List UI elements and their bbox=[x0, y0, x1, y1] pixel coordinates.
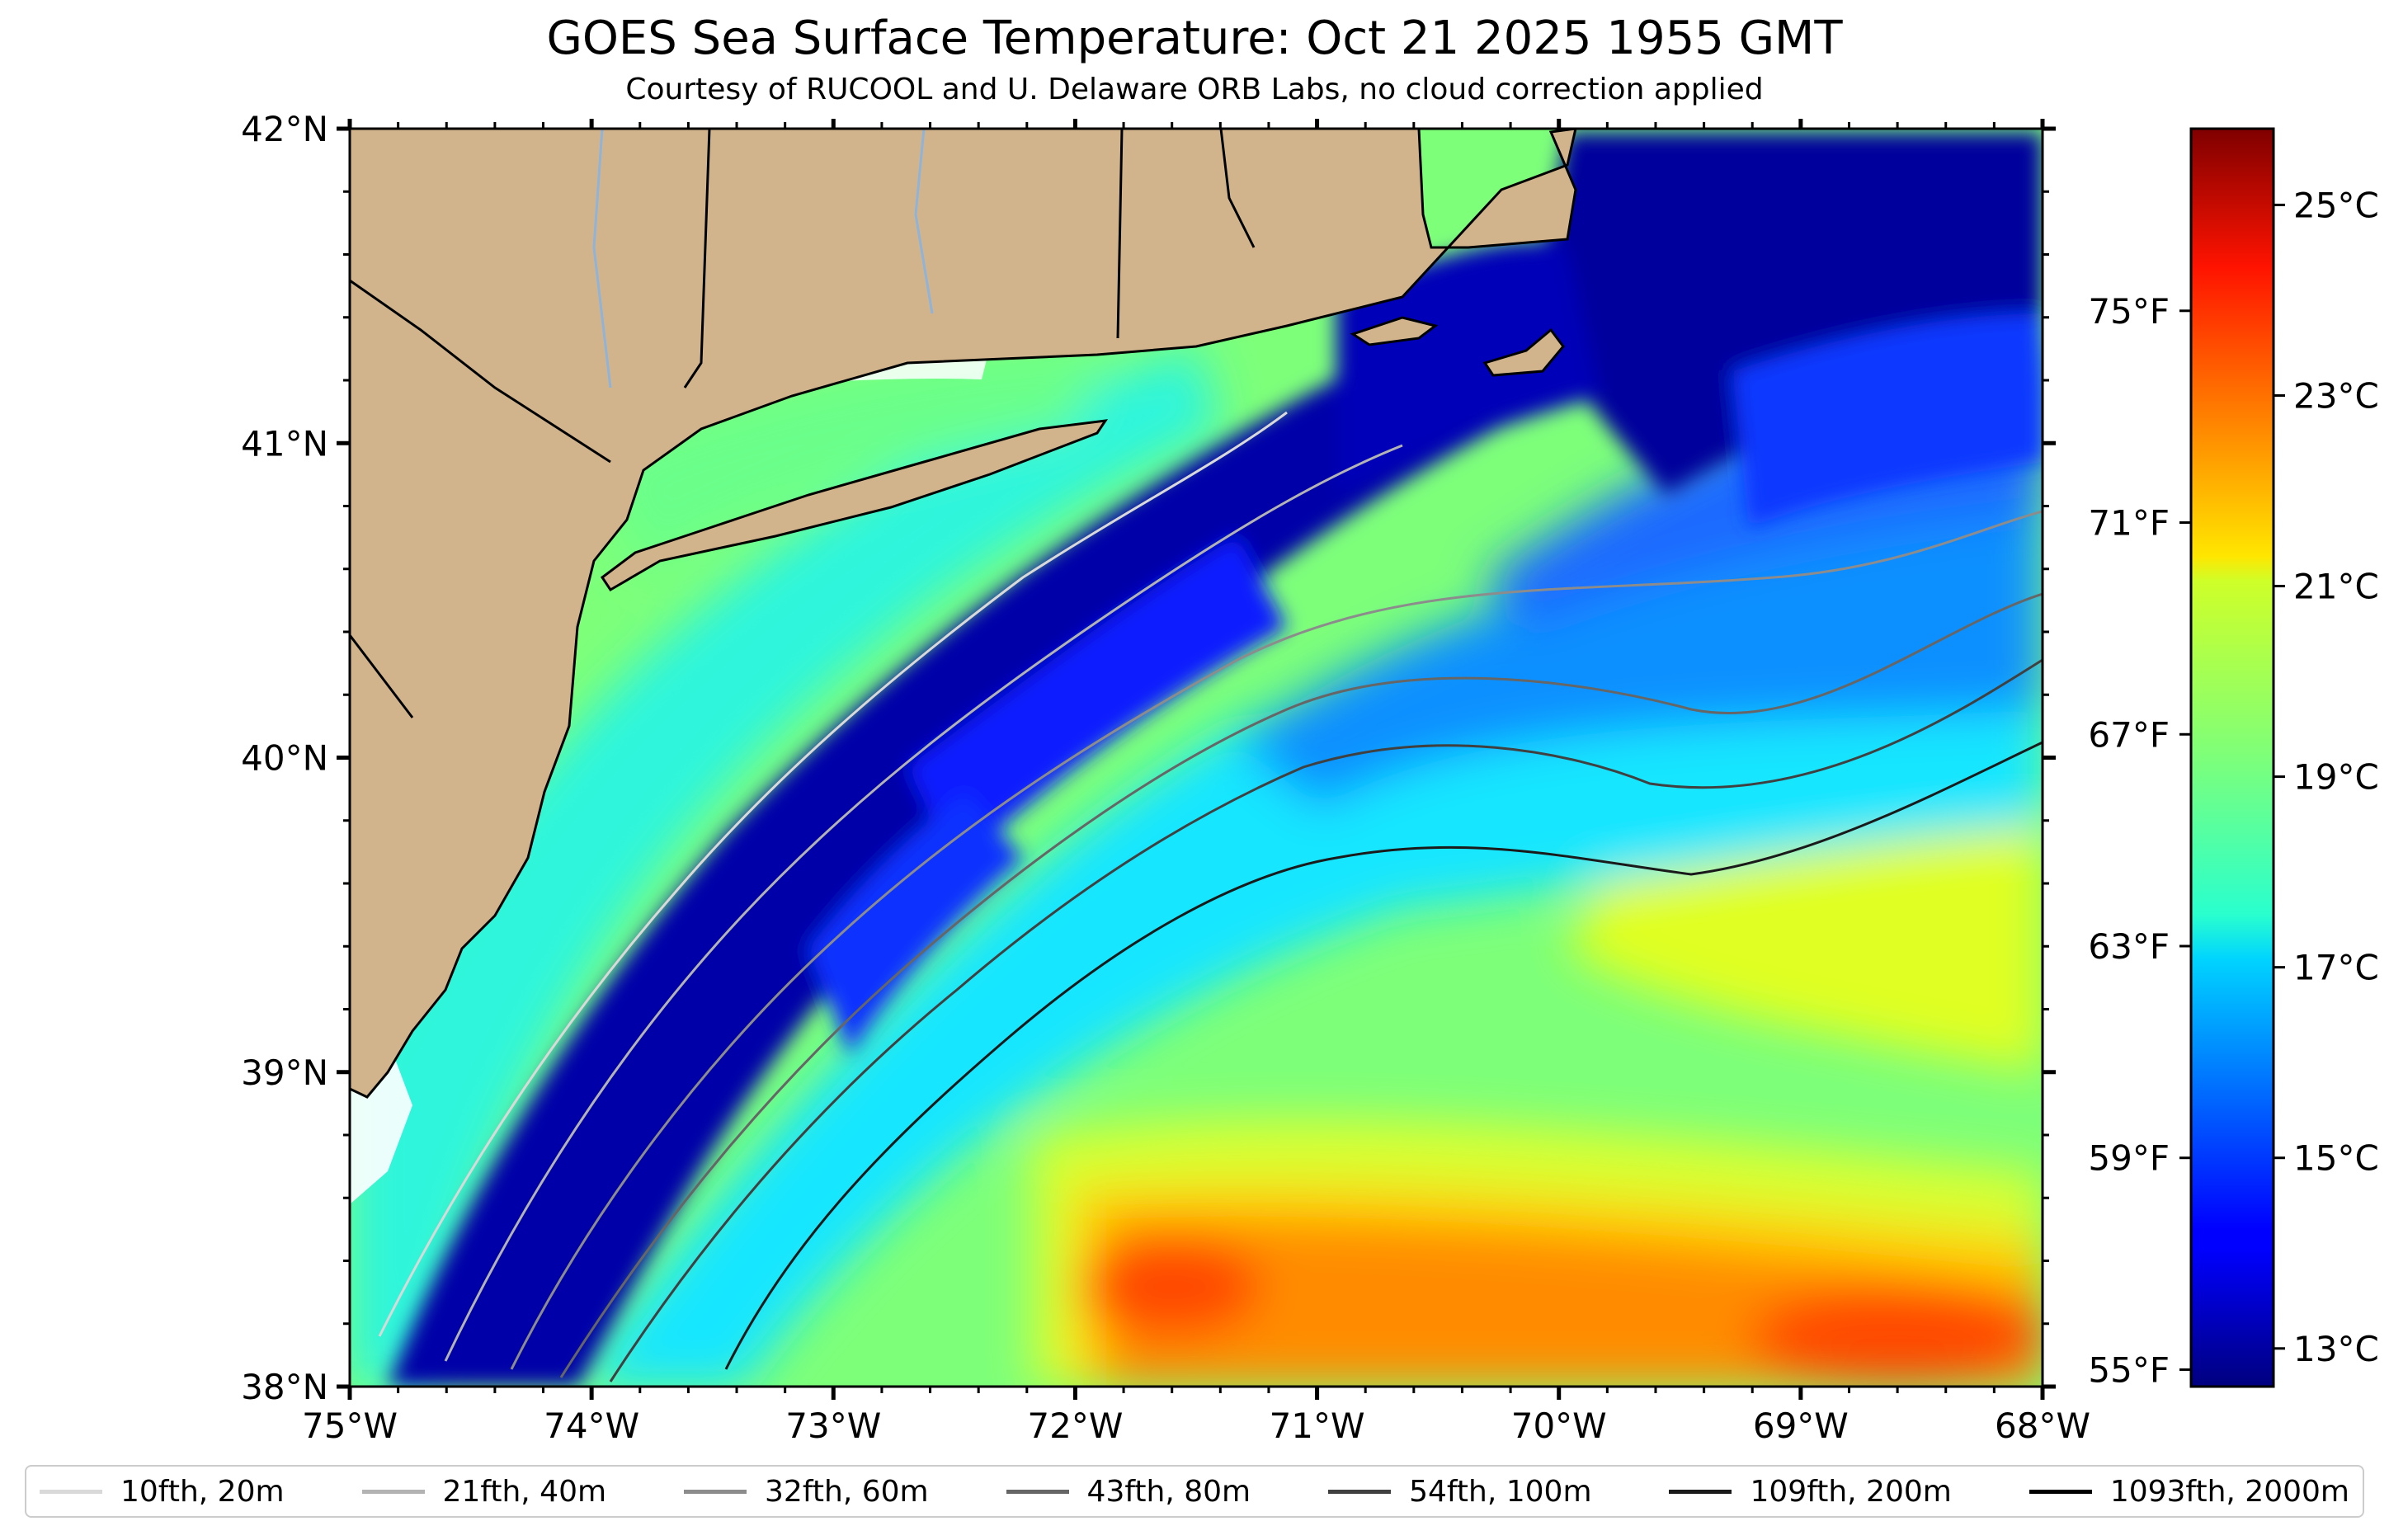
legend-label: 10fth, 20m bbox=[120, 1474, 285, 1509]
legend-swatch bbox=[361, 1489, 425, 1494]
legend-item: 1093fth, 2000m bbox=[2029, 1475, 2349, 1509]
cbar-c-label: 23°C bbox=[2293, 375, 2379, 416]
legend-label: 43fth, 80m bbox=[1086, 1474, 1251, 1509]
legend-label: 1093fth, 2000m bbox=[2109, 1474, 2349, 1509]
map-title: GOES Sea Surface Temperature: Oct 21 202… bbox=[546, 12, 1843, 65]
y-tick-label: 41°N bbox=[241, 423, 328, 464]
y-tick-label: 38°N bbox=[241, 1367, 328, 1407]
legend-swatch bbox=[1669, 1489, 1732, 1494]
cbar-f-label: 59°F bbox=[2088, 1138, 2170, 1179]
y-tick-label: 40°N bbox=[241, 738, 328, 779]
legend-label: 32fth, 60m bbox=[765, 1474, 929, 1509]
cbar-f-label: 63°F bbox=[2088, 926, 2170, 967]
y-tick-label: 39°N bbox=[241, 1053, 328, 1093]
legend-item: 54fth, 100m bbox=[1328, 1474, 1592, 1509]
legend-item: 109fth, 200m bbox=[1669, 1474, 1952, 1509]
y-axis: 42°N 41°N 40°N 39°N 38°N bbox=[241, 109, 2056, 1407]
x-tick-label: 75°W bbox=[302, 1406, 398, 1446]
y-tick-label: 42°N bbox=[241, 109, 328, 149]
cbar-c-label: 21°C bbox=[2293, 567, 2379, 607]
x-tick-label: 69°W bbox=[1753, 1406, 1849, 1446]
x-tick-label: 70°W bbox=[1511, 1406, 1607, 1446]
cbar-c-label: 13°C bbox=[2293, 1329, 2379, 1369]
x-tick-label: 68°W bbox=[1995, 1406, 2090, 1446]
cbar-c-label: 15°C bbox=[2293, 1138, 2379, 1179]
depth-legend: 10fth, 20m 21fth, 40m 32fth, 60m 43fth, … bbox=[25, 1465, 2364, 1518]
sst-field bbox=[350, 129, 2043, 1387]
x-tick-label: 72°W bbox=[1027, 1406, 1123, 1446]
legend-item: 21fth, 40m bbox=[361, 1474, 607, 1509]
cbar-f-label: 55°F bbox=[2088, 1349, 2170, 1390]
legend-label: 109fth, 200m bbox=[1750, 1474, 1952, 1509]
legend-swatch bbox=[1328, 1489, 1392, 1494]
cbar-c-label: 17°C bbox=[2293, 948, 2379, 988]
map-subtitle: Courtesy of RUCOOL and U. Delaware ORB L… bbox=[625, 73, 1764, 106]
legend-item: 10fth, 20m bbox=[40, 1475, 285, 1509]
cbar-c-label: 19°C bbox=[2293, 757, 2379, 798]
x-axis: 75°W 74°W 73°W 72°W 71°W 70°W 69°W 68°W bbox=[302, 119, 2090, 1446]
x-tick-label: 74°W bbox=[544, 1406, 639, 1446]
colorbar bbox=[2189, 127, 2275, 1388]
cbar-f-label: 75°F bbox=[2088, 291, 2170, 332]
legend-swatch bbox=[684, 1489, 747, 1494]
legend-label: 21fth, 40m bbox=[442, 1474, 607, 1509]
legend-swatch bbox=[2029, 1489, 2092, 1494]
legend-swatch bbox=[1006, 1489, 1069, 1494]
x-tick-label: 71°W bbox=[1270, 1406, 1365, 1446]
x-tick-label: 73°W bbox=[785, 1406, 881, 1446]
land bbox=[350, 129, 1577, 1099]
colorbar-fahrenheit-axis: 75°F 71°F 67°F 63°F 59°F 55°F bbox=[2088, 291, 2191, 1390]
cbar-f-label: 71°F bbox=[2088, 503, 2170, 544]
cbar-c-label: 25°C bbox=[2293, 185, 2379, 225]
legend-item: 43fth, 80m bbox=[1006, 1475, 1251, 1509]
legend-swatch bbox=[40, 1489, 102, 1494]
colorbar-celsius-axis: 25°C 23°C 21°C 19°C 17°C 15°C 13°C bbox=[2274, 185, 2379, 1369]
bathymetry-contours bbox=[378, 411, 2043, 1382]
cbar-f-label: 67°F bbox=[2088, 714, 2170, 755]
legend-item: 32fth, 60m bbox=[684, 1475, 929, 1509]
legend-label: 54fth, 100m bbox=[1409, 1474, 1592, 1509]
